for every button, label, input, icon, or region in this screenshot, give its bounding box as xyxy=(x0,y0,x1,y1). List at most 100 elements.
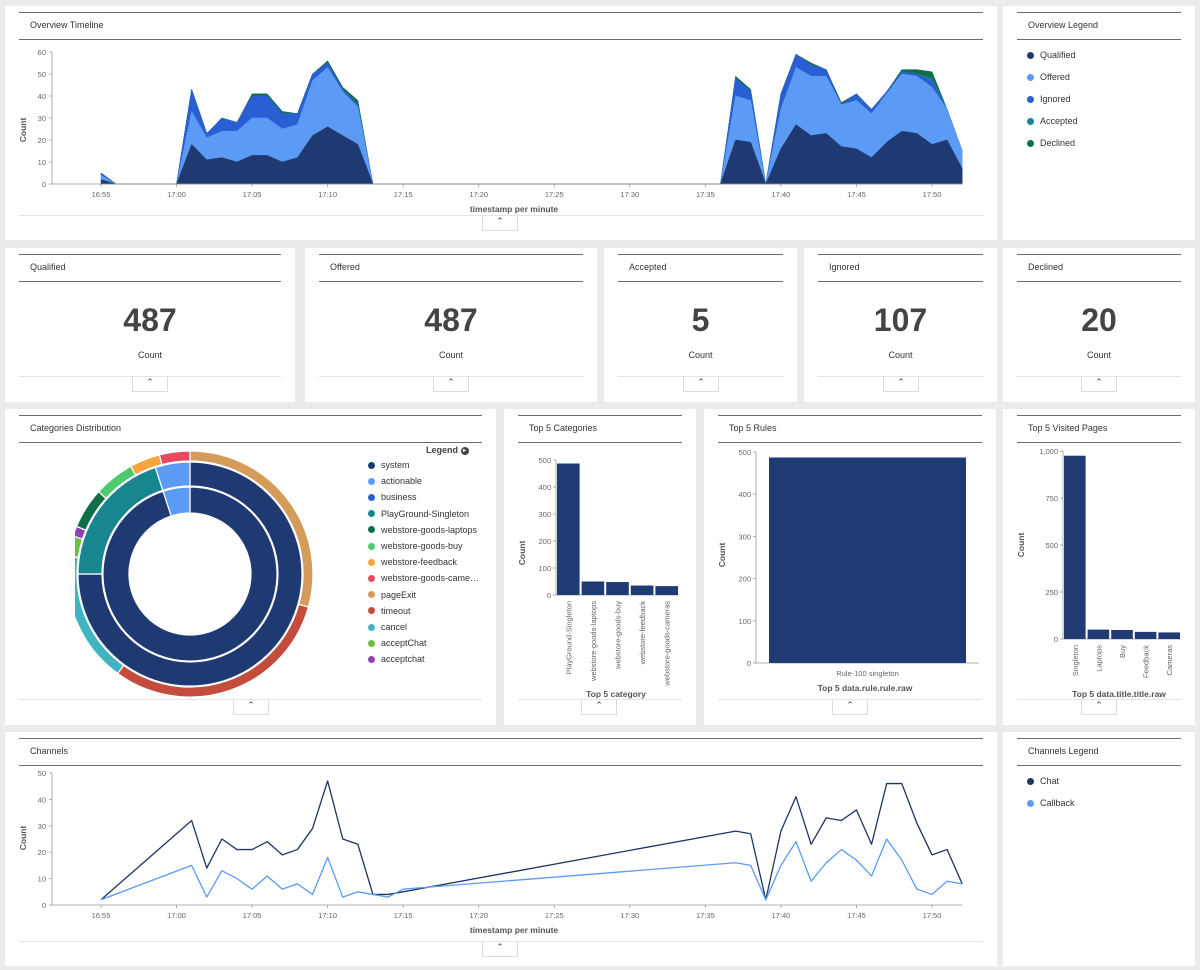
x-tick-label: webstore-feedback xyxy=(638,601,647,666)
y-tick-label: 300 xyxy=(538,510,551,519)
panel-title: Declined xyxy=(1017,254,1181,282)
legend-item-acceptchat[interactable]: acceptChat xyxy=(368,638,427,648)
x-tick-label: Cameras xyxy=(1165,645,1174,676)
y-tick-label: 40 xyxy=(38,92,46,101)
collapse-toggle-button[interactable]: ⌃ xyxy=(482,942,518,957)
legend-item-webstore-goods-came[interactable]: webstore-goods-came… xyxy=(368,573,479,583)
collapse-toggle-button[interactable]: ⌃ xyxy=(132,377,168,392)
y-tick-label: 0 xyxy=(42,901,46,910)
donut-slice-outer-cancel xyxy=(75,556,125,675)
donut-slice-outer-webstore-goods-came- xyxy=(158,450,191,466)
metric-value: 5 xyxy=(691,302,710,338)
legend-label: webstore-goods-laptops xyxy=(381,524,478,535)
x-tick-label: Laptops xyxy=(1094,645,1103,672)
collapse-toggle-button[interactable]: ⌃ xyxy=(433,377,469,392)
legend-item-pageexit[interactable]: pageExit xyxy=(368,590,416,600)
y-tick-label: 0 xyxy=(747,659,751,668)
collapse-toggle-button[interactable]: ⌃ xyxy=(683,377,719,392)
bar-playground-singleton xyxy=(557,463,580,595)
y-tick-label: 0 xyxy=(42,180,46,189)
bar-webstore-goods-buy xyxy=(606,582,629,595)
legend-item-chat[interactable]: Chat xyxy=(1027,776,1059,786)
legend-item-ignored[interactable]: Ignored xyxy=(1027,94,1071,104)
donut-slice-inner-actionable xyxy=(162,486,191,517)
metric-value: 487 xyxy=(424,302,478,338)
y-tick-label: 500 xyxy=(538,456,551,465)
x-tick-label: 17:00 xyxy=(167,911,186,920)
legend-item-callback[interactable]: Callback xyxy=(1027,798,1075,808)
legend-dot-icon xyxy=(368,526,375,534)
y-tick-label: 500 xyxy=(1045,541,1058,550)
legend-item-acceptchat[interactable]: acceptchat xyxy=(368,654,425,664)
legend-item-system[interactable]: system xyxy=(368,460,410,470)
collapse-toggle-button[interactable]: ⌃ xyxy=(482,216,518,231)
y-tick-label: 250 xyxy=(1045,588,1058,597)
chevron-up-icon: ⌃ xyxy=(496,943,504,953)
chevron-up-icon: ⌃ xyxy=(897,378,905,388)
legend-dot-icon xyxy=(368,574,375,582)
legend-label: timeout xyxy=(381,605,411,616)
bar-feedback xyxy=(1134,631,1157,639)
overview-timeline-panel: Overview Timeline 0 10 20 30 40 50 60 16:55 17:0… xyxy=(5,6,997,240)
x-tick-label: 17:50 xyxy=(923,190,942,199)
x-tick-label: 17:35 xyxy=(696,190,715,199)
legend-label: Declined xyxy=(1040,138,1076,148)
legend-label: cancel xyxy=(381,622,408,632)
x-tick-label: 17:15 xyxy=(394,190,413,199)
metric-panel-accepted: Accepted 5 Count ⌃ xyxy=(604,248,797,402)
x-tick-label: Buy xyxy=(1118,645,1127,658)
legend-item-webstore-goods-buy[interactable]: webstore-goods-buy xyxy=(368,541,463,551)
legend-toggle[interactable]: Legend ▸ xyxy=(426,445,469,455)
collapse-toggle-button[interactable]: ⌃ xyxy=(883,377,919,392)
collapse-toggle-button[interactable]: ⌃ xyxy=(1081,700,1117,715)
legend-label: PlayGround-Singleton xyxy=(381,508,470,519)
x-tick-label: 17:50 xyxy=(923,911,942,920)
channels-panel: Channels 0 10 20 30 40 50 16:55 17:00 17:05 17:10… xyxy=(5,732,997,966)
legend-item-playground-singleton[interactable]: PlayGround-Singleton xyxy=(368,509,469,519)
legend-dot-icon xyxy=(368,655,375,663)
legend-item-business[interactable]: business xyxy=(368,492,417,502)
x-tick-label: 17:30 xyxy=(620,911,639,920)
categories-donut-chart xyxy=(75,450,314,698)
x-tick-label: 17:45 xyxy=(847,190,866,199)
legend-item-offered[interactable]: Offered xyxy=(1027,72,1070,82)
y-tick-label: 40 xyxy=(38,795,46,804)
top-5-visited-pages-chart: Count Top 5 data.title.title.raw 0 250 500… xyxy=(1016,447,1181,699)
legend-item-timeout[interactable]: timeout xyxy=(368,606,411,616)
collapse-toggle-button[interactable]: ⌃ xyxy=(832,700,868,715)
legend-label: webstore-feedback xyxy=(381,557,458,568)
x-tick-label: 17:30 xyxy=(620,190,639,199)
collapse-toggle-button[interactable]: ⌃ xyxy=(581,700,617,715)
legend-item-accepted[interactable]: Accepted xyxy=(1027,116,1078,126)
legend-item-qualified[interactable]: Qualified xyxy=(1027,50,1076,60)
collapse-toggle-button[interactable]: ⌃ xyxy=(233,700,269,715)
legend-dot-icon xyxy=(368,510,375,518)
legend-item-declined[interactable]: Declined xyxy=(1027,138,1075,148)
legend-label: Accepted xyxy=(1040,116,1078,126)
metric-panel-qualified: Qualified 487 Count ⌃ xyxy=(5,248,295,402)
metric-panel-offered: Offered 487 Count ⌃ xyxy=(305,248,597,402)
legend-dot-icon xyxy=(1027,799,1034,807)
channels-chart: 0 10 20 30 40 50 16:55 17:00 17:05 17:10 17:15 17:2… xyxy=(18,769,963,935)
legend-label: system xyxy=(381,460,410,470)
legend-item-actionable[interactable]: actionable xyxy=(368,476,422,486)
bar-laptops xyxy=(1087,629,1110,639)
chevron-up-icon: ⌃ xyxy=(146,378,154,388)
y-tick-label: 750 xyxy=(1045,494,1058,503)
legend-item-cancel[interactable]: cancel xyxy=(368,622,407,632)
collapse-toggle-button[interactable]: ⌃ xyxy=(1081,377,1117,392)
y-tick-label: 100 xyxy=(538,564,551,573)
legend-label: webstore-goods-buy xyxy=(381,541,463,551)
legend-item-webstore-goods-laptops[interactable]: webstore-goods-laptops xyxy=(368,525,477,535)
x-tick-label: 16:55 xyxy=(92,911,111,920)
y-tick-label: 1,000 xyxy=(1039,447,1058,456)
top-5-visited-pages-panel: Top 5 Visited Pages Count Top 5 data.tit… xyxy=(1003,409,1195,725)
line-series-chat xyxy=(100,780,963,901)
y-tick-label: 0 xyxy=(1054,635,1058,644)
panel-title: Top 5 Categories xyxy=(518,415,682,443)
y-tick-label: 30 xyxy=(38,114,46,123)
x-tick-label: Feedback xyxy=(1142,645,1151,678)
legend-item-webstore-feedback[interactable]: webstore-feedback xyxy=(368,557,457,567)
metric-value: 487 xyxy=(123,302,177,338)
x-tick-label: 17:00 xyxy=(167,190,186,199)
